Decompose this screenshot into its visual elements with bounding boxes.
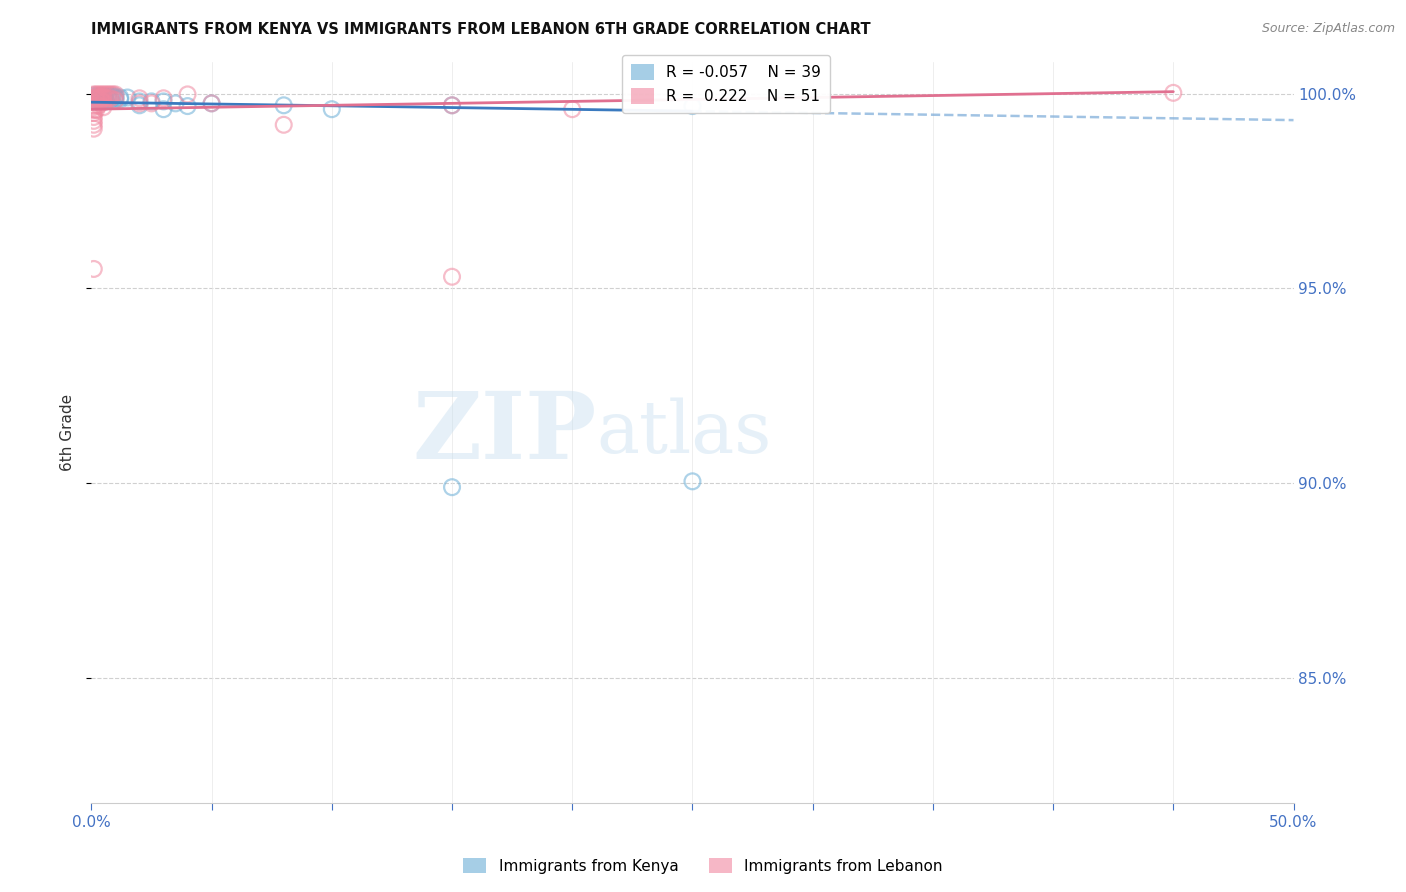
Point bbox=[83, 114, 105, 128]
Point bbox=[83, 95, 105, 110]
Point bbox=[84, 91, 107, 105]
Text: ZIP: ZIP bbox=[412, 388, 596, 477]
Point bbox=[440, 98, 463, 112]
Point bbox=[87, 90, 110, 104]
Point bbox=[128, 96, 150, 111]
Point bbox=[87, 95, 110, 110]
Point bbox=[83, 110, 105, 124]
Point bbox=[273, 118, 295, 132]
Point bbox=[84, 103, 107, 117]
Point bbox=[681, 475, 703, 489]
Point bbox=[681, 99, 703, 113]
Point bbox=[83, 87, 105, 102]
Point bbox=[87, 91, 110, 105]
Point bbox=[83, 121, 105, 136]
Point bbox=[90, 93, 112, 107]
Point bbox=[87, 89, 110, 103]
Point bbox=[97, 89, 120, 103]
Point bbox=[90, 87, 112, 102]
Point bbox=[176, 99, 198, 113]
Point bbox=[94, 91, 117, 105]
Text: atlas: atlas bbox=[596, 397, 772, 468]
Point bbox=[90, 89, 112, 103]
Point bbox=[93, 100, 115, 114]
Point bbox=[90, 89, 112, 103]
Point bbox=[83, 100, 105, 114]
Point bbox=[84, 93, 107, 107]
Point bbox=[90, 93, 112, 107]
Point bbox=[94, 93, 117, 107]
Point bbox=[84, 87, 107, 102]
Point bbox=[87, 87, 110, 102]
Point bbox=[128, 98, 150, 112]
Point bbox=[440, 98, 463, 112]
Point bbox=[152, 95, 174, 109]
Legend: R = -0.057    N = 39, R =  0.222    N = 51: R = -0.057 N = 39, R = 0.222 N = 51 bbox=[621, 55, 831, 113]
Point bbox=[110, 93, 132, 107]
Point bbox=[176, 87, 198, 102]
Point bbox=[101, 89, 124, 103]
Point bbox=[440, 480, 463, 494]
Legend: Immigrants from Kenya, Immigrants from Lebanon: Immigrants from Kenya, Immigrants from L… bbox=[457, 852, 949, 880]
Point bbox=[83, 91, 105, 105]
Point bbox=[141, 96, 163, 111]
Point bbox=[128, 95, 150, 109]
Point bbox=[165, 96, 187, 111]
Point bbox=[93, 87, 115, 102]
Point bbox=[117, 90, 139, 104]
Point bbox=[97, 90, 120, 104]
Point bbox=[100, 91, 122, 105]
Point bbox=[97, 91, 120, 105]
Point bbox=[94, 87, 117, 102]
Point bbox=[152, 102, 174, 116]
Point bbox=[104, 93, 127, 107]
Point bbox=[83, 118, 105, 132]
Point bbox=[83, 98, 105, 112]
Point bbox=[100, 89, 122, 103]
Text: IMMIGRANTS FROM KENYA VS IMMIGRANTS FROM LEBANON 6TH GRADE CORRELATION CHART: IMMIGRANTS FROM KENYA VS IMMIGRANTS FROM… bbox=[91, 22, 870, 37]
Point bbox=[84, 93, 107, 107]
Point bbox=[273, 98, 295, 112]
Point bbox=[100, 87, 122, 102]
Point bbox=[84, 89, 107, 103]
Point bbox=[100, 93, 122, 107]
Point bbox=[90, 95, 112, 109]
Point bbox=[104, 89, 127, 103]
Point bbox=[561, 102, 583, 116]
Point bbox=[83, 262, 105, 277]
Point bbox=[321, 102, 343, 116]
Point bbox=[83, 88, 105, 103]
Point bbox=[104, 87, 127, 102]
Point bbox=[84, 89, 107, 103]
Point bbox=[1161, 86, 1184, 100]
Text: Source: ZipAtlas.com: Source: ZipAtlas.com bbox=[1261, 22, 1395, 36]
Point bbox=[93, 95, 115, 110]
Y-axis label: 6th Grade: 6th Grade bbox=[59, 394, 75, 471]
Point bbox=[201, 96, 224, 111]
Point bbox=[93, 89, 115, 103]
Point bbox=[128, 91, 150, 105]
Point bbox=[152, 91, 174, 105]
Point bbox=[97, 87, 120, 102]
Point bbox=[87, 89, 110, 103]
Point bbox=[83, 103, 105, 117]
Point bbox=[201, 96, 224, 111]
Point bbox=[93, 89, 115, 103]
Point bbox=[93, 90, 115, 104]
Point bbox=[110, 90, 132, 104]
Point bbox=[83, 106, 105, 120]
Point bbox=[94, 95, 117, 109]
Point bbox=[104, 93, 127, 107]
Point bbox=[101, 87, 124, 102]
Point bbox=[440, 269, 463, 284]
Point bbox=[141, 95, 163, 109]
Point bbox=[104, 90, 127, 104]
Point bbox=[93, 91, 115, 105]
Point bbox=[90, 91, 112, 105]
Point bbox=[87, 98, 110, 112]
Point bbox=[84, 95, 107, 109]
Point bbox=[94, 89, 117, 103]
